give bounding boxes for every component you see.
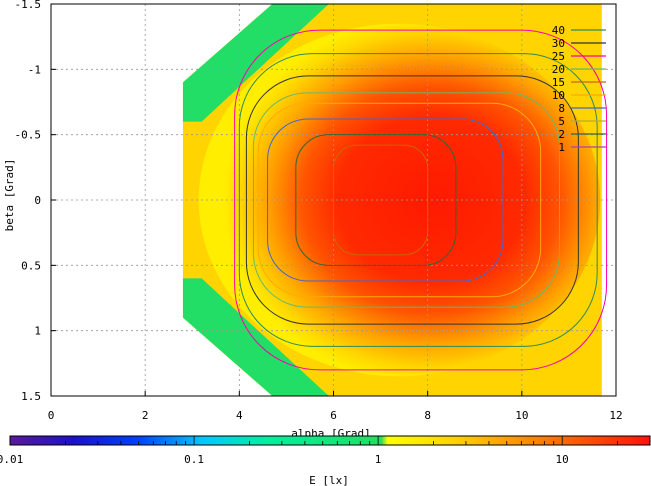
legend-label: 10 xyxy=(552,89,565,102)
contour-line xyxy=(257,102,542,298)
colorbar-tick-label: 10 xyxy=(556,453,569,466)
y-tick-label: -0.5 xyxy=(15,129,42,142)
low-wedge-top xyxy=(182,4,329,122)
y-tick-label: 0.5 xyxy=(21,259,41,272)
legend-label: 2 xyxy=(558,128,565,141)
y-tick-label: -1.5 xyxy=(15,0,42,11)
y-tick-label: 1.5 xyxy=(21,390,41,403)
contour-line xyxy=(234,29,608,371)
x-tick-label: 0 xyxy=(48,409,55,422)
x-tick-label: 6 xyxy=(330,409,337,422)
legend-label: 30 xyxy=(552,37,565,50)
contour-lines xyxy=(234,29,608,371)
contour-line xyxy=(267,118,504,282)
colorbar: 0.01 0.1 1 10 E [lx] xyxy=(0,435,651,486)
legend-label: 15 xyxy=(552,76,565,89)
legend-label: 40 xyxy=(552,24,565,37)
legend-label: 25 xyxy=(552,50,565,63)
colorbar-tick-label: 1 xyxy=(375,453,382,466)
x-axis-ticks: 0 2 4 6 8 10 12 xyxy=(48,391,623,422)
x-tick-label: 10 xyxy=(515,409,528,422)
x-tick-label: 8 xyxy=(424,409,431,422)
legend-label: 20 xyxy=(552,63,565,76)
x-tick-label: 2 xyxy=(142,409,149,422)
y-axis-ticks: -1.5 -1 -0.5 0 0.5 1 1.5 xyxy=(15,0,56,403)
heat-core xyxy=(198,23,601,377)
colorbar-tick-label: 0.01 xyxy=(0,453,23,466)
legend-label: 5 xyxy=(558,115,565,128)
contour-line xyxy=(333,144,429,256)
x-tick-label: 4 xyxy=(236,409,243,422)
contour-line xyxy=(252,92,560,308)
legend-label: 8 xyxy=(558,102,565,115)
colorbar-ticks: 0.01 0.1 1 10 xyxy=(0,436,651,466)
colorbar-tick-label: 0.1 xyxy=(184,453,204,466)
x-tick-label: 12 xyxy=(609,409,622,422)
y-tick-label: -1 xyxy=(28,63,41,76)
y-tick-label: 1 xyxy=(34,325,41,338)
plot-area xyxy=(50,3,617,397)
contour-line xyxy=(238,53,598,347)
y-tick-label: 0 xyxy=(34,194,41,207)
low-wedge-bottom xyxy=(182,278,329,396)
colorbar-label: E [lx] xyxy=(309,474,349,486)
contour-line xyxy=(295,134,457,266)
legend-label: 1 xyxy=(558,141,565,154)
contour-line xyxy=(245,75,579,325)
y-axis-label: beta [Grad] xyxy=(3,159,16,232)
